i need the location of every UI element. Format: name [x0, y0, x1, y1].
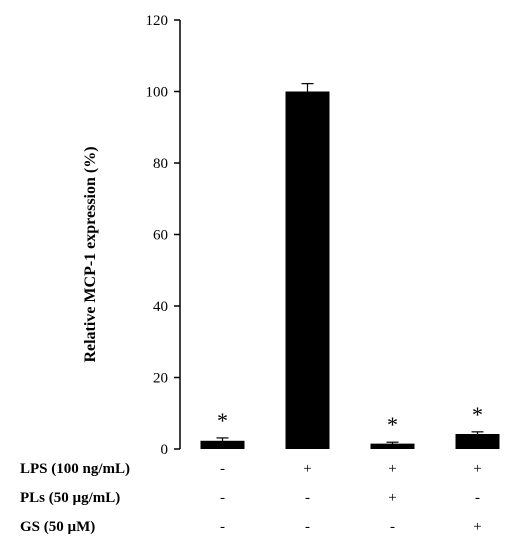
y-ticks: 0 20 40 60 80 100 120: [146, 13, 180, 458]
significance-star: *: [217, 408, 228, 433]
treatment-sign: -: [305, 490, 310, 506]
bar: [370, 443, 415, 449]
bars: [200, 91, 500, 449]
bar: [285, 91, 330, 449]
y-tick-label: 40: [153, 299, 168, 315]
treatment-sign: -: [305, 519, 310, 535]
treatment-sign: +: [388, 490, 396, 506]
treatment-label: LPS (100 ng/mL): [20, 461, 130, 477]
treatment-sign: +: [303, 461, 311, 477]
y-tick-label: 20: [153, 371, 168, 387]
significance-star: *: [472, 402, 483, 427]
y-tick-label: 60: [153, 228, 168, 244]
treatment-sign: +: [388, 461, 396, 477]
y-axis-label: Relative MCP-1 expression (%): [82, 146, 99, 362]
significance-star: *: [387, 412, 398, 437]
treatment-table: LPS (100 ng/mL) - + + + PLs (50 µg/mL) - - + - GS …: [20, 461, 482, 535]
treatment-sign: -: [220, 461, 225, 477]
treatment-label: GS (50 µM): [20, 519, 95, 535]
treatment-sign: -: [390, 519, 395, 535]
treatment-sign: +: [473, 519, 481, 535]
y-tick-label: 80: [153, 156, 168, 172]
y-tick-label: 100: [146, 85, 169, 101]
bar: [455, 433, 500, 449]
error-bars: [216, 83, 484, 446]
treatment-sign: -: [475, 490, 480, 506]
y-tick-label: 0: [161, 442, 169, 458]
treatment-label: PLs (50 µg/mL): [20, 490, 120, 506]
y-tick-label: 120: [146, 13, 169, 29]
significance-markers: * * *: [217, 402, 483, 437]
treatment-sign: -: [220, 490, 225, 506]
bar: [200, 440, 245, 449]
treatment-sign: -: [220, 519, 225, 535]
treatment-sign: +: [473, 461, 481, 477]
